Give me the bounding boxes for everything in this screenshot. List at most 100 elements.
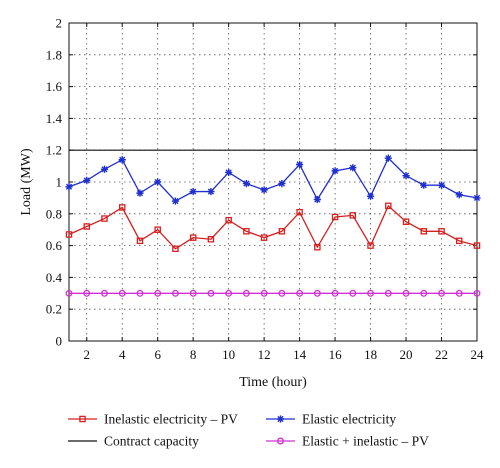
- y-tick-label: 0.6: [46, 238, 63, 253]
- data-point: [313, 195, 321, 204]
- data-point: [349, 164, 357, 172]
- x-tick-label: 8: [190, 347, 197, 362]
- data-point: [455, 289, 463, 297]
- data-point: [278, 289, 286, 297]
- y-tick-label: 0.4: [46, 270, 63, 285]
- data-point: [154, 226, 161, 233]
- y-axis-title: Load (MW): [19, 148, 34, 216]
- data-point: [296, 208, 303, 216]
- x-tick-label: 4: [119, 347, 126, 362]
- data-point: [456, 237, 463, 245]
- axis-ticks: 00.20.40.60.811.21.41.61.822 4 6 8 10 12 14 16 1…: [46, 16, 484, 363]
- x-axis-title: Time (hour): [239, 375, 307, 390]
- x-tick-label: 22: [435, 347, 448, 362]
- y-tick-label: 1.2: [46, 143, 62, 158]
- data-point: [171, 197, 180, 205]
- data-point: [118, 204, 126, 211]
- data-point: [402, 289, 410, 297]
- legend-item: Contract capacity: [68, 434, 199, 449]
- data-point: [473, 242, 481, 249]
- data-point: [118, 156, 126, 164]
- y-tick-label: 1.6: [46, 79, 63, 94]
- grid: [69, 23, 477, 341]
- data-point: [331, 213, 339, 221]
- x-tick-label: 6: [154, 347, 161, 362]
- data-point: [420, 181, 428, 189]
- data-point: [278, 179, 286, 188]
- data-point: [260, 186, 268, 194]
- legend-swatch-marker: [277, 437, 284, 445]
- data-point: [65, 231, 73, 238]
- x-tick-label: 2: [83, 347, 90, 362]
- data-point: [189, 187, 197, 196]
- data-point: [260, 289, 268, 297]
- data-point: [473, 289, 481, 297]
- data-point: [384, 154, 392, 162]
- legend-label: Elastic electricity: [302, 412, 396, 427]
- data-point: [83, 223, 90, 230]
- series-line: [68, 204, 478, 250]
- data-point: [385, 202, 392, 210]
- x-tick-label: 16: [329, 347, 343, 362]
- data-point: [207, 187, 215, 196]
- y-tick-label: 1: [56, 175, 63, 190]
- x-tick-label: 24: [471, 347, 485, 362]
- legend-item: Elastic + inelastic – PV: [266, 434, 429, 449]
- data-point: [118, 289, 126, 297]
- data-point: [65, 289, 73, 297]
- data-point: [349, 289, 357, 297]
- y-tick-label: 1.4: [46, 111, 63, 126]
- legend-label: Inelastic electricity – PV: [104, 412, 238, 427]
- series-group: [65, 149, 481, 297]
- data-point: [349, 212, 357, 219]
- data-point: [207, 289, 215, 297]
- x-tick-label: 10: [222, 347, 235, 362]
- legend-swatch-marker: [79, 415, 86, 423]
- data-point: [314, 243, 321, 251]
- data-point: [420, 289, 428, 297]
- legend-item: Elastic electricity: [266, 412, 396, 427]
- data-point: [225, 289, 233, 297]
- data-point: [189, 289, 197, 297]
- x-tick-label: 12: [258, 347, 271, 362]
- series-line: [68, 157, 478, 202]
- data-point: [367, 289, 375, 297]
- data-point: [331, 167, 339, 175]
- data-point: [100, 165, 109, 173]
- data-point: [136, 189, 144, 197]
- legend-swatch-marker: [276, 415, 285, 423]
- data-point: [313, 289, 321, 297]
- x-tick-label: 18: [364, 347, 377, 362]
- y-tick-label: 0: [56, 334, 63, 349]
- data-point: [331, 289, 339, 297]
- y-tick-label: 0.8: [46, 206, 62, 221]
- series-elastic-inelastic-pv: [65, 289, 481, 297]
- series-elastic-electricity: [65, 154, 481, 205]
- x-tick-label: 20: [400, 347, 413, 362]
- data-point: [136, 289, 144, 297]
- series-inelastic-electricity-pv: [65, 202, 481, 253]
- legend-item: Inelastic electricity – PV: [68, 412, 238, 427]
- data-point: [384, 289, 392, 297]
- data-point: [154, 289, 162, 297]
- data-point: [473, 194, 481, 202]
- data-point: [136, 237, 144, 245]
- data-point: [455, 191, 463, 199]
- data-point: [402, 172, 410, 180]
- data-point: [154, 178, 162, 186]
- x-tick-label: 14: [293, 347, 307, 362]
- data-point: [437, 181, 446, 189]
- data-point: [65, 183, 73, 191]
- data-point: [367, 242, 374, 249]
- data-point: [83, 176, 91, 185]
- legend-label: Elastic + inelastic – PV: [302, 434, 429, 449]
- data-point: [438, 228, 445, 235]
- data-point: [225, 216, 232, 224]
- data-point: [438, 289, 445, 297]
- data-point: [83, 289, 91, 297]
- legend-label: Contract capacity: [104, 434, 199, 449]
- data-point: [101, 215, 108, 222]
- data-point: [278, 228, 286, 235]
